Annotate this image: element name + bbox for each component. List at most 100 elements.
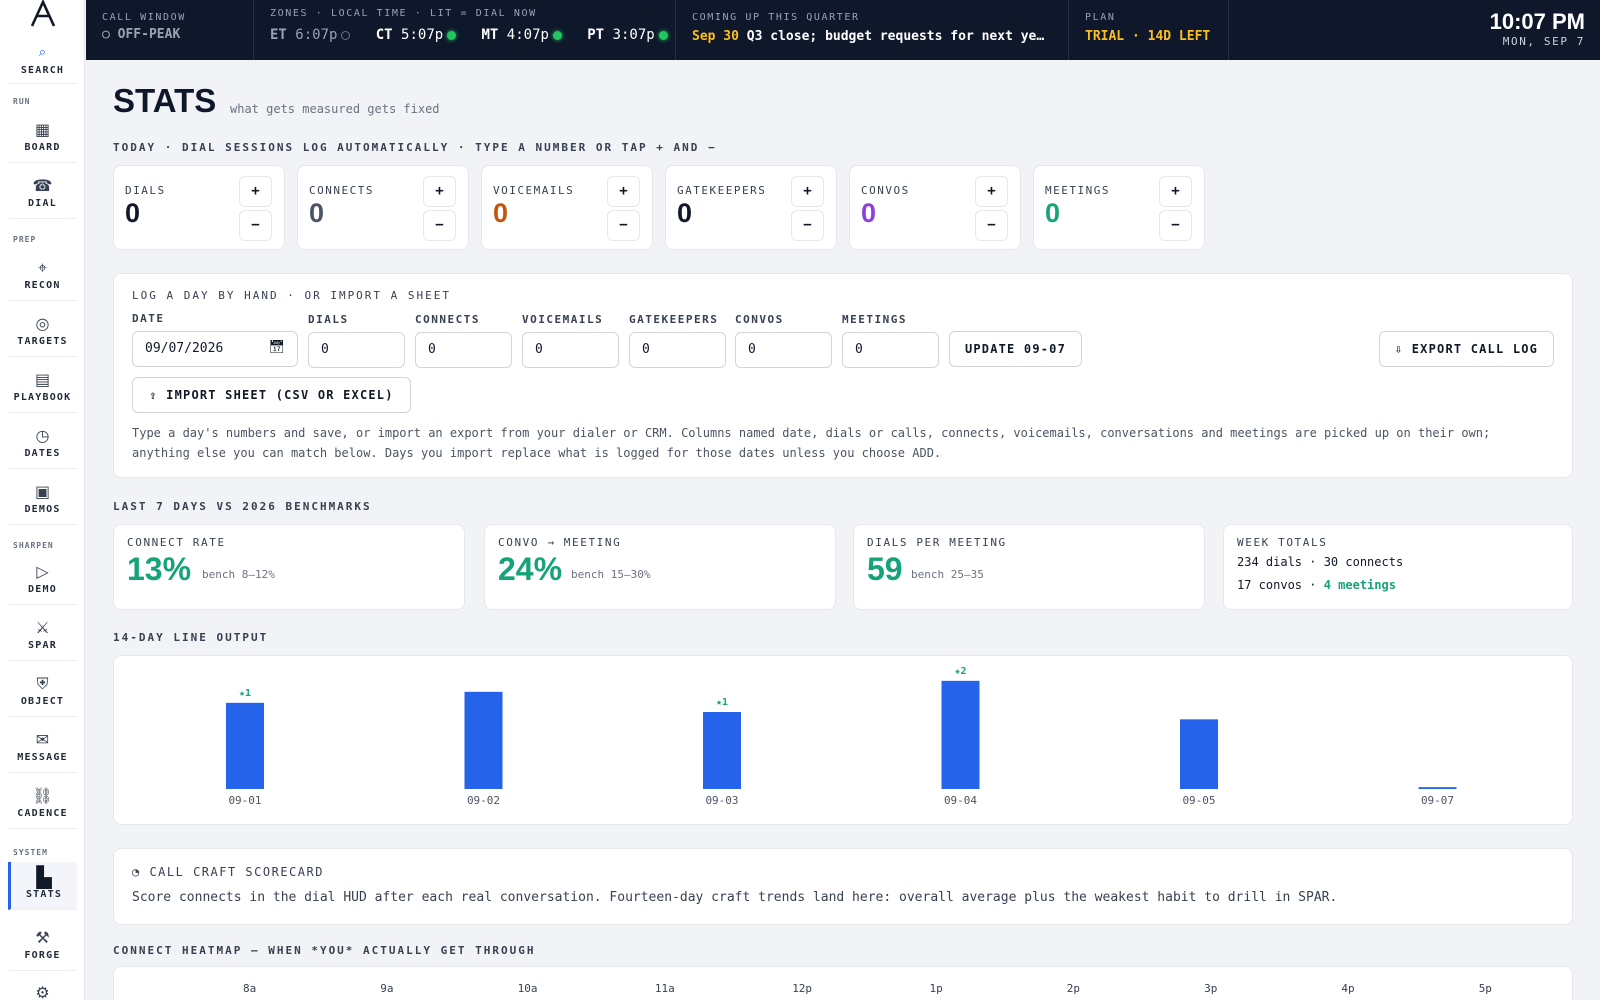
- crosshair-icon: ⌖: [37, 258, 47, 277]
- app-logo[interactable]: [28, 0, 58, 28]
- voicemails-input[interactable]: 0: [522, 332, 619, 368]
- bar-09-03[interactable]: [703, 712, 741, 789]
- benchmark-dials-per-meeting: DIALS PER MEETING 59 bench 25–35: [853, 524, 1205, 610]
- benchmarks-heading: LAST 7 DAYS VS 2026 BENCHMARKS: [113, 500, 372, 513]
- zone-mt: MT 4:07p: [482, 27, 562, 43]
- date-input[interactable]: 09/07/2026 📅︎: [132, 331, 298, 367]
- sidebar-item-demo[interactable]: ▷ DEMO: [8, 563, 77, 605]
- increment-button[interactable]: +: [975, 176, 1008, 207]
- benchmark-label: CONVO → MEETING: [498, 536, 622, 549]
- sidebar-item-demos[interactable]: ▣ DEMOS: [8, 483, 77, 525]
- heatmap-hour-label: 12p: [792, 982, 813, 995]
- zone-lit-dot: [552, 30, 562, 40]
- output-bar-chart: 09-01 ★1 09-02 09-03 ★1 09-04 ★2 09-05 09-07: [226, 666, 1457, 807]
- week-totals-label: WEEK TOTALS: [1237, 536, 1328, 549]
- sidebar-item-targets[interactable]: ◎ TARGETS: [8, 315, 77, 357]
- sidebar-item-playbook[interactable]: ▤ PLAYBOOK: [8, 371, 77, 413]
- bar-09-07[interactable]: [1418, 787, 1457, 789]
- increment-button[interactable]: +: [239, 176, 272, 207]
- sidebar-item-dates[interactable]: ◷ DATES: [8, 427, 77, 469]
- heatmap-hour-label: 9a: [380, 982, 394, 995]
- counter-label: CONNECTS: [309, 184, 374, 197]
- export-call-log-button[interactable]: ⇩ EXPORT CALL LOG: [1379, 331, 1554, 367]
- bar-09-05[interactable]: [1180, 719, 1218, 789]
- output-heading: 14-DAY LINE OUTPUT: [113, 631, 269, 644]
- search-icon: ⌕: [38, 45, 47, 60]
- zone-code: PT: [587, 27, 605, 43]
- counter-connects: CONNECTS 0 + −: [297, 165, 469, 250]
- sidebar-item-settings[interactable]: ⚙: [8, 984, 77, 1000]
- decrement-button[interactable]: −: [1159, 210, 1192, 241]
- zones: ZONES · LOCAL TIME · LIT = DIAL NOW ET 6…: [254, 0, 676, 60]
- increment-button[interactable]: +: [607, 176, 640, 207]
- sidebar-item-recon[interactable]: ⌖ RECON: [8, 259, 77, 301]
- counter-value: 0: [309, 198, 325, 228]
- play-icon: ▷: [36, 562, 49, 581]
- update-button[interactable]: UPDATE 09-07: [949, 331, 1082, 367]
- sidebar-item-message[interactable]: ✉ MESSAGE: [8, 731, 77, 773]
- zone-unlit-dot: [341, 30, 351, 40]
- decrement-button[interactable]: −: [607, 210, 640, 241]
- quarter-events[interactable]: COMING UP THIS QUARTER Sep 30 Q3 close; …: [676, 0, 1069, 60]
- search-button[interactable]: ⌕ SEARCH: [8, 44, 77, 84]
- decrement-button[interactable]: −: [239, 210, 272, 241]
- counter-voicemails: VOICEMAILS 0 + −: [481, 165, 653, 250]
- sidebar-item-board[interactable]: ▦ BOARD: [8, 121, 77, 163]
- gear-icon: ⚙: [35, 983, 50, 1000]
- sidebar-item-dial[interactable]: ☎ DIAL: [8, 177, 77, 219]
- benchmark-value: 13%: [127, 551, 192, 587]
- log-heading: LOG A DAY BY HAND · OR IMPORT A SHEET: [132, 289, 452, 302]
- meeting-annotation: ★1: [239, 688, 251, 699]
- heatmap-panel: [113, 966, 1573, 1000]
- bar-09-04[interactable]: [941, 680, 980, 789]
- section-system: SYSTEM: [13, 848, 48, 857]
- gatekeepers-input[interactable]: 0: [629, 332, 726, 368]
- book-icon: ▤: [34, 370, 51, 389]
- sidebar-item-cadence[interactable]: ⛓ CADENCE: [8, 787, 77, 829]
- zone-time: 5:07p: [401, 27, 444, 43]
- sidebar-item-label: SPAR: [28, 640, 57, 651]
- week-meetings: 4 meetings: [1323, 578, 1396, 592]
- benchmark-value: 24%: [498, 551, 563, 587]
- zone-time: 6:07p: [295, 27, 338, 43]
- sidebar-item-forge[interactable]: ⚒ FORGE: [8, 929, 77, 971]
- calendar-icon[interactable]: 📅︎: [268, 340, 285, 355]
- decrement-button[interactable]: −: [975, 210, 1008, 241]
- connects-input[interactable]: 0: [415, 332, 512, 368]
- sidebar-item-object[interactable]: ⛨ OBJECT: [8, 675, 77, 717]
- counter-label: DIALS: [125, 184, 166, 197]
- sidebar-item-label: PLAYBOOK: [13, 392, 72, 403]
- bar-09-02[interactable]: [464, 691, 503, 789]
- sidebar-item-label: STATS: [25, 889, 63, 900]
- sidebar-item-spar[interactable]: ⚔ SPAR: [8, 619, 77, 661]
- section-prep: PREP: [13, 235, 37, 244]
- page-title: STATS: [113, 82, 217, 119]
- zone-et: ET 6:07p: [270, 27, 351, 43]
- envelope-icon: ✉: [35, 730, 50, 749]
- field-label: MEETINGS: [842, 313, 907, 326]
- decrement-button[interactable]: −: [423, 210, 456, 241]
- quarter-event: Sep 30 Q3 close; budget requests for nex…: [692, 29, 1053, 44]
- convos-input[interactable]: 0: [735, 332, 832, 368]
- increment-button[interactable]: +: [1159, 176, 1192, 207]
- increment-button[interactable]: +: [791, 176, 824, 207]
- zone-time: 3:07p: [612, 27, 655, 43]
- meetings-input[interactable]: 0: [842, 332, 939, 368]
- plan[interactable]: PLAN TRIAL · 14D LEFT: [1069, 0, 1229, 60]
- heatmap-hour-label: 5p: [1478, 982, 1492, 995]
- import-sheet-button[interactable]: ⇧ IMPORT SHEET (CSV OR EXCEL): [132, 377, 411, 413]
- field-label: VOICEMAILS: [522, 313, 604, 326]
- x-tick-label: 09-01: [228, 794, 261, 807]
- x-tick-label: 09-03: [705, 794, 738, 807]
- bar-09-01[interactable]: [226, 702, 264, 789]
- heatmap-hour-label: 2p: [1066, 982, 1081, 995]
- increment-button[interactable]: +: [423, 176, 456, 207]
- field-label: GATEKEEPERS: [629, 313, 719, 326]
- sidebar-item-label: DIAL: [28, 198, 57, 209]
- heatmap-hour-label: 8a: [243, 982, 257, 995]
- sidebar-item-stats[interactable]: ▙ STATS: [8, 862, 77, 910]
- dials-input[interactable]: 0: [308, 332, 405, 368]
- benchmark-label: DIALS PER MEETING: [867, 536, 1007, 549]
- section-run: RUN: [13, 97, 31, 106]
- decrement-button[interactable]: −: [791, 210, 824, 241]
